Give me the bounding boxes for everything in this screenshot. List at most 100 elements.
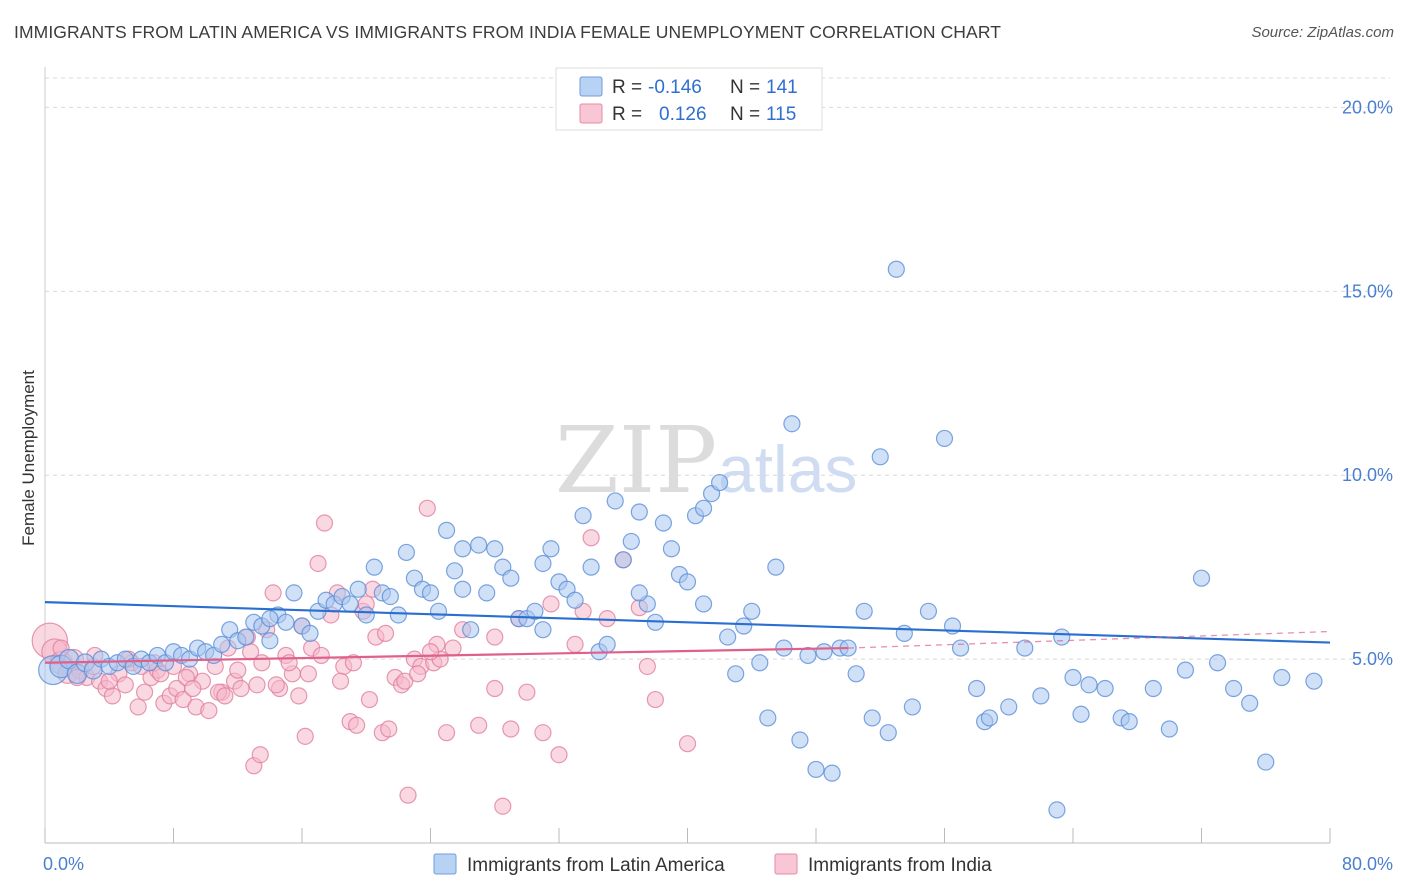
latin-america-point-39 [357, 606, 375, 624]
latin-america-point-21 [213, 635, 231, 653]
series-swatch-india [774, 853, 798, 875]
latin-america-point-87 [743, 602, 761, 620]
latin-america-point-108 [919, 602, 938, 620]
india-point-14 [129, 698, 147, 716]
chart-title: IMMIGRANTS FROM LATIN AMERICA VS IMMIGRA… [14, 22, 1002, 42]
india-point-101 [409, 665, 427, 683]
india-point-94 [184, 679, 202, 698]
data-points [31, 260, 1323, 819]
latin-america-point-60 [526, 602, 544, 620]
latin-america-point-135 [1053, 628, 1071, 646]
india-point-98 [312, 646, 330, 665]
latin-america-point-111 [951, 639, 970, 657]
latin-america-point-93 [791, 731, 809, 749]
india-point-77 [646, 690, 664, 709]
india-point-35 [264, 584, 282, 602]
latin-america-point-104 [879, 724, 897, 742]
latin-america-point-95 [807, 760, 825, 779]
india-point-66 [494, 797, 512, 815]
legend-n-label-2: N = [730, 104, 760, 125]
latin-america-point-27 [261, 632, 279, 650]
series-label-india: Immigrants from India [808, 855, 992, 876]
india-point-84 [267, 676, 285, 694]
latin-america-point-105 [887, 260, 905, 278]
latin-america-point-88 [751, 654, 769, 672]
latin-america-point-129 [1208, 654, 1227, 672]
y-tick-label-2: 15.0% [1342, 281, 1393, 301]
latin-america-point-137 [454, 580, 472, 598]
trend-lines [44, 600, 1331, 664]
latin-america-point-109 [935, 429, 954, 448]
latin-america-point-85 [727, 665, 745, 683]
india-point-96 [248, 676, 266, 694]
india-point-59 [418, 499, 436, 517]
india-point-33 [251, 746, 269, 764]
latin-america-point-47 [421, 584, 440, 602]
latin-america-point-112 [968, 679, 986, 698]
latin-america-point-55 [486, 540, 504, 558]
latin-america-point-86 [735, 617, 753, 635]
latin-america-point-114 [980, 709, 999, 727]
india-point-12 [116, 676, 134, 694]
latin-america-point-139 [534, 621, 552, 639]
y-tick-label-1: 10.0% [1342, 465, 1393, 485]
latin-america-point-138 [694, 595, 713, 613]
latin-america-point-92 [783, 415, 801, 433]
axes [44, 67, 1331, 844]
legend-r-value-1: -0.146 [648, 77, 702, 98]
latin-america-point-136 [630, 584, 648, 602]
latin-america-point-100 [847, 665, 865, 683]
latin-america-point-54 [478, 584, 496, 602]
legend-swatch-pink [579, 103, 603, 124]
legend-n-value-1: 141 [766, 77, 798, 98]
india-point-76 [638, 657, 656, 676]
latin-america-point-66 [574, 507, 592, 525]
latin-america-point-61 [534, 554, 552, 573]
india-point-65 [486, 628, 504, 646]
legend-r-label-2: R = [612, 104, 642, 125]
latin-america-point-48 [429, 602, 448, 620]
latin-america-point-115 [1000, 698, 1018, 716]
latin-america-point-127 [1176, 661, 1195, 679]
latin-america-point-62 [542, 540, 560, 558]
tick-labels: 5.0% 10.0% 15.0% 20.0% 0.0% 80.0% [43, 97, 1393, 874]
india-point-40 [296, 727, 314, 745]
latin-america-point-140 [261, 610, 279, 628]
latin-america-point-101 [855, 602, 873, 620]
india-point-43 [315, 514, 334, 532]
latin-america-point-52 [462, 621, 480, 639]
latin-america-point-24 [237, 628, 255, 646]
latin-america-point-81 [694, 499, 713, 517]
india-point-109 [229, 661, 247, 679]
latin-america-point-134 [1305, 672, 1323, 690]
india-point-21 [174, 690, 192, 709]
series-label-latin-america: Immigrants from Latin America [467, 855, 725, 876]
latin-america-point-128 [1192, 569, 1211, 587]
latin-america-trend-line [44, 600, 1331, 644]
india-point-63 [444, 639, 462, 657]
india-point-15 [135, 683, 154, 701]
legend-r-value-2: 0.126 [659, 104, 707, 125]
india-point-104 [542, 595, 560, 613]
india-point-48 [348, 716, 366, 734]
india-point-30 [232, 679, 250, 698]
india-point-78 [678, 735, 697, 753]
x-tick-label-1: 80.0% [1342, 854, 1393, 874]
latin-america-point-65 [566, 591, 584, 609]
latin-america-point-102 [863, 709, 881, 727]
latin-america-point-72 [622, 532, 640, 551]
india-point-85 [299, 665, 318, 683]
latin-america-point-49 [437, 521, 456, 539]
latin-america-point-42 [381, 587, 399, 606]
india-point-39 [290, 687, 308, 705]
legend-swatch-blue [579, 76, 603, 97]
latin-america-point-125 [1144, 679, 1162, 698]
latin-america-point-121 [1080, 676, 1098, 694]
latin-america-point-38 [349, 580, 367, 598]
india-point-69 [534, 724, 552, 742]
latin-america-point-120 [1072, 705, 1090, 723]
india-point-114 [253, 654, 271, 672]
latin-america-point-77 [662, 540, 681, 558]
latin-america-point-67 [582, 558, 600, 576]
